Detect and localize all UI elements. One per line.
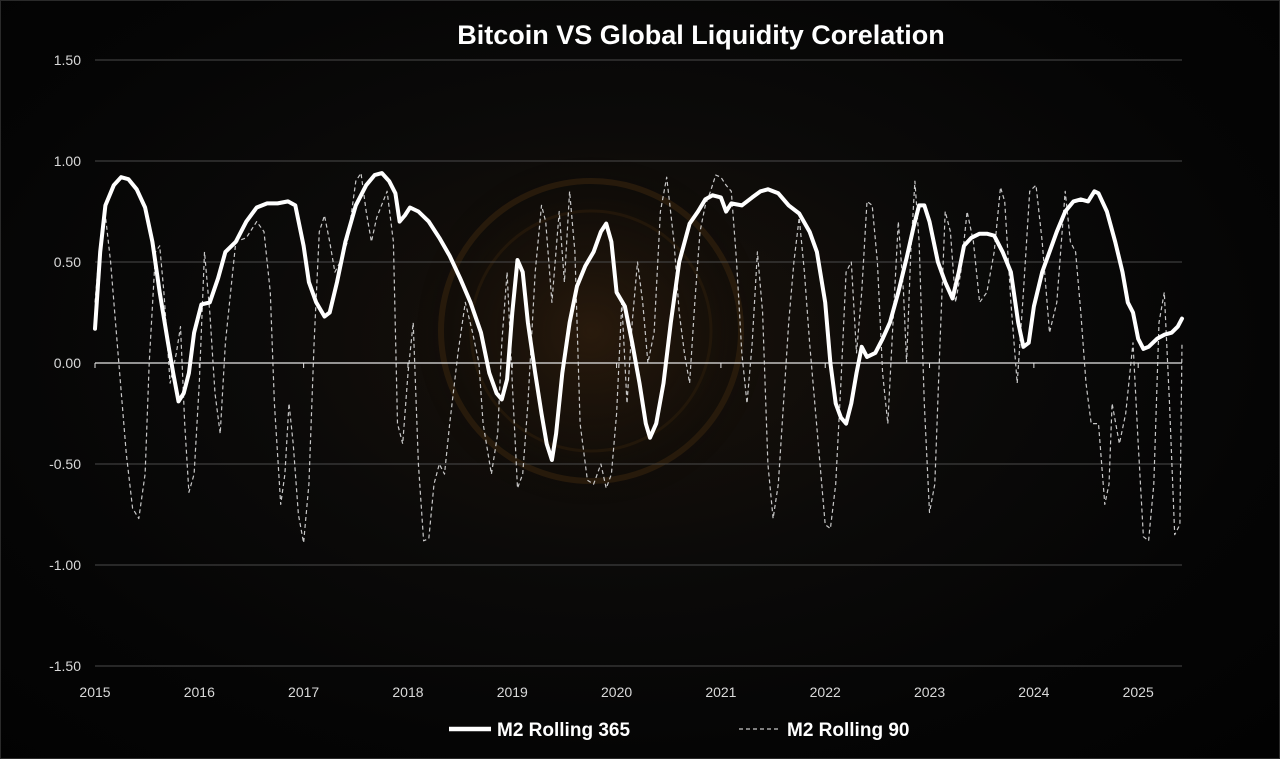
y-tick-label: -0.50 xyxy=(49,456,81,472)
y-tick-label: 1.50 xyxy=(54,52,81,68)
y-tick-label: -1.50 xyxy=(49,658,81,674)
series-lines xyxy=(93,171,1184,544)
gridlines xyxy=(94,59,1182,667)
x-tick-label: 2020 xyxy=(601,684,632,700)
x-tick-label: 2025 xyxy=(1123,684,1154,700)
background-decoration xyxy=(416,156,766,506)
x-tick-label: 2018 xyxy=(392,684,423,700)
y-tick-label: 1.00 xyxy=(54,153,81,169)
chart-title: Bitcoin VS Global Liquidity Corelation xyxy=(457,20,945,50)
x-tick-labels: 2015 2016 2017 2018 2019 2020 2021 2022 2023 2024… xyxy=(79,684,1154,700)
legend: M2 Rolling 365 M2 Rolling 90 xyxy=(449,720,909,741)
x-tick-label: 2023 xyxy=(914,684,945,700)
y-tick-label: 0.50 xyxy=(54,254,81,270)
legend-label-365: M2 Rolling 365 xyxy=(497,720,630,741)
legend-item-m2-rolling-365: M2 Rolling 365 xyxy=(449,720,630,741)
x-tick-label: 2022 xyxy=(810,684,841,700)
x-tick-label: 2024 xyxy=(1018,684,1049,700)
x-tick-label: 2015 xyxy=(79,684,110,700)
x-tick-label: 2019 xyxy=(497,684,528,700)
legend-item-m2-rolling-90: M2 Rolling 90 xyxy=(739,720,909,741)
series-line-m2-rolling-90 xyxy=(94,172,1183,544)
series-line-m2-rolling-365 xyxy=(93,171,1184,462)
y-tick-label: -1.00 xyxy=(49,557,81,573)
y-tick-labels: 1.50 1.00 0.50 0.00 -0.50 -1.00 -1.50 xyxy=(49,52,81,674)
x-tick-label: 2017 xyxy=(288,684,319,700)
legend-label-90: M2 Rolling 90 xyxy=(787,720,909,741)
x-tick-label: 2021 xyxy=(705,684,736,700)
x-tick-label: 2016 xyxy=(184,684,215,700)
y-tick-label: 0.00 xyxy=(54,355,81,371)
